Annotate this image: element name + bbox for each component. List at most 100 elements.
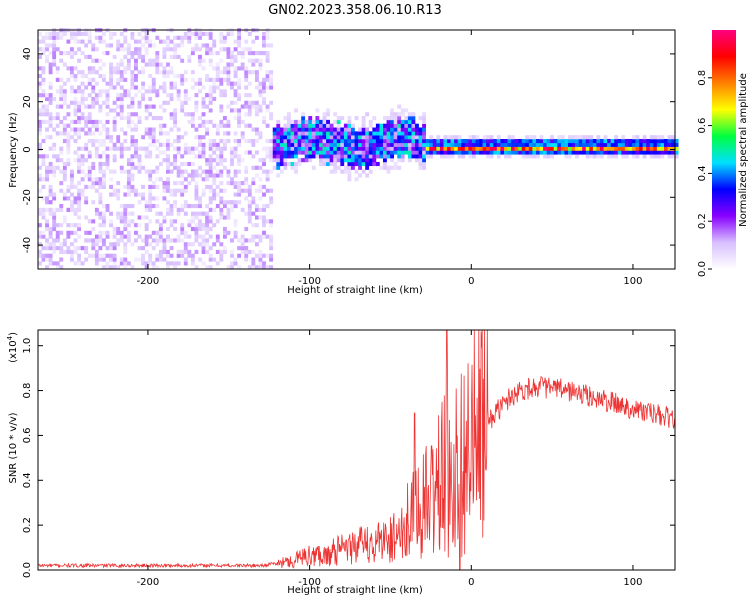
spectrogram-cell [194, 203, 199, 209]
spectrogram-cell [233, 70, 238, 75]
spectrogram-cell [183, 261, 188, 266]
spectrogram-cell [233, 47, 238, 52]
spectrogram-cell [240, 207, 245, 212]
spectrogram-cell [173, 43, 178, 48]
spectrogram-cell [148, 142, 153, 147]
spectrogram-cell [212, 158, 217, 163]
spectrogram-cell [415, 146, 419, 151]
spectrogram-cell [112, 242, 117, 247]
spectrogram-cell [151, 77, 156, 82]
spectrogram-cell [162, 142, 167, 147]
spectrogram-cell [123, 203, 128, 209]
spectrogram-cell [141, 35, 146, 40]
spectrogram-cell [194, 238, 199, 243]
spectrogram-cell [41, 161, 46, 167]
spectrogram-cell [166, 70, 170, 75]
spectrogram-cell [493, 138, 498, 144]
spectrogram-cell [169, 127, 174, 132]
spectrogram-cell [48, 123, 53, 128]
spectrogram-cell [137, 70, 142, 75]
spectrogram-cell [329, 138, 334, 144]
spectrogram-cell [329, 161, 334, 167]
spectrogram-cell [112, 85, 117, 90]
spectrogram-cell [365, 161, 370, 167]
spectrogram-cell [48, 96, 53, 102]
spectrogram-cell [635, 150, 640, 155]
spectrogram-cell [368, 142, 373, 147]
spectrogram-cell [183, 146, 188, 151]
spectrogram-cell [201, 135, 206, 140]
spectrogram-cell [98, 73, 103, 79]
spectrogram-cell [254, 203, 259, 209]
spectrogram-cell [84, 184, 89, 189]
spectrogram-cell [144, 154, 149, 159]
spectrogram-cell [326, 119, 330, 124]
spectrogram-cell [254, 188, 259, 193]
spectrogram-cell [429, 138, 434, 144]
spectrogram-cell [365, 158, 370, 163]
spectrogram-cell [162, 54, 167, 59]
spectrogram-cell [102, 89, 106, 94]
spectrogram-cell [66, 131, 71, 136]
spectrogram-cell [66, 223, 71, 228]
spectrogram-cell [48, 81, 53, 86]
spectrogram-cell [112, 119, 117, 124]
spectrogram-cell [59, 242, 64, 247]
spectrogram-cell [422, 150, 426, 155]
spectrogram-cell [375, 150, 380, 155]
spectrogram-cell [219, 47, 224, 52]
colorbar-tick-label: 0.0 [697, 261, 708, 277]
spectrogram-cell [180, 192, 185, 197]
spectrogram-cell [91, 246, 96, 251]
spectrogram-cell [390, 108, 394, 113]
spectrogram-cell [38, 73, 42, 79]
spectrogram-cell [258, 85, 263, 90]
spectrogram-cell [155, 219, 160, 224]
spectrogram-cell [194, 108, 199, 113]
spectrogram-cell [205, 230, 210, 235]
spectrogram-cell [336, 116, 341, 121]
spectrogram-x-axis-label: Height of straight line (km) [287, 285, 423, 296]
spectrogram-cell [230, 207, 234, 212]
spectrogram-cell [383, 131, 387, 136]
spectrogram-cell [340, 154, 345, 159]
spectrogram-cell [183, 242, 188, 247]
spectrogram-cell [198, 242, 202, 247]
spectrogram-cell [237, 123, 242, 128]
spectrogram-cell [404, 108, 409, 113]
spectrogram-cell [201, 223, 206, 228]
spectrogram-cell [162, 238, 167, 243]
spectrogram-cell [258, 158, 263, 163]
spectrogram-cell [589, 150, 594, 155]
spectrogram-cell [404, 138, 409, 144]
spectrogram-cell [297, 135, 302, 140]
spectrogram-cell [226, 169, 231, 174]
spectrogram-cell [418, 146, 423, 151]
spectrogram-cell [262, 89, 266, 94]
spectrogram-cell [486, 146, 491, 151]
spectrogram-cell [105, 265, 110, 270]
spectrogram-cell [194, 173, 199, 178]
spectrogram-cell [70, 73, 74, 79]
spectrogram-cell [311, 165, 316, 170]
spectrogram-cell [169, 54, 174, 59]
spectrogram-cell [201, 119, 206, 124]
spectrogram-cell [105, 96, 110, 102]
spectrogram-cell [244, 211, 249, 216]
spectrogram-cell [180, 207, 185, 212]
spectrogram-cell [254, 223, 259, 228]
spectrogram-cell [109, 219, 113, 224]
spectrogram-cell [596, 138, 601, 144]
spectrogram-cell [272, 165, 277, 170]
spectrogram-cell [45, 47, 49, 52]
spectrogram-cell [279, 150, 284, 155]
spectrogram-cell [144, 39, 149, 44]
spectrogram-cell [123, 54, 128, 59]
spectrogram-cell [41, 234, 46, 239]
spectrogram-cell [372, 131, 377, 136]
spectrogram-cell [73, 104, 78, 109]
spectrogram-cell [532, 150, 537, 155]
spectrogram-cell [119, 165, 124, 170]
spectrogram-cell [155, 146, 160, 151]
spectrogram-cell [198, 138, 202, 144]
